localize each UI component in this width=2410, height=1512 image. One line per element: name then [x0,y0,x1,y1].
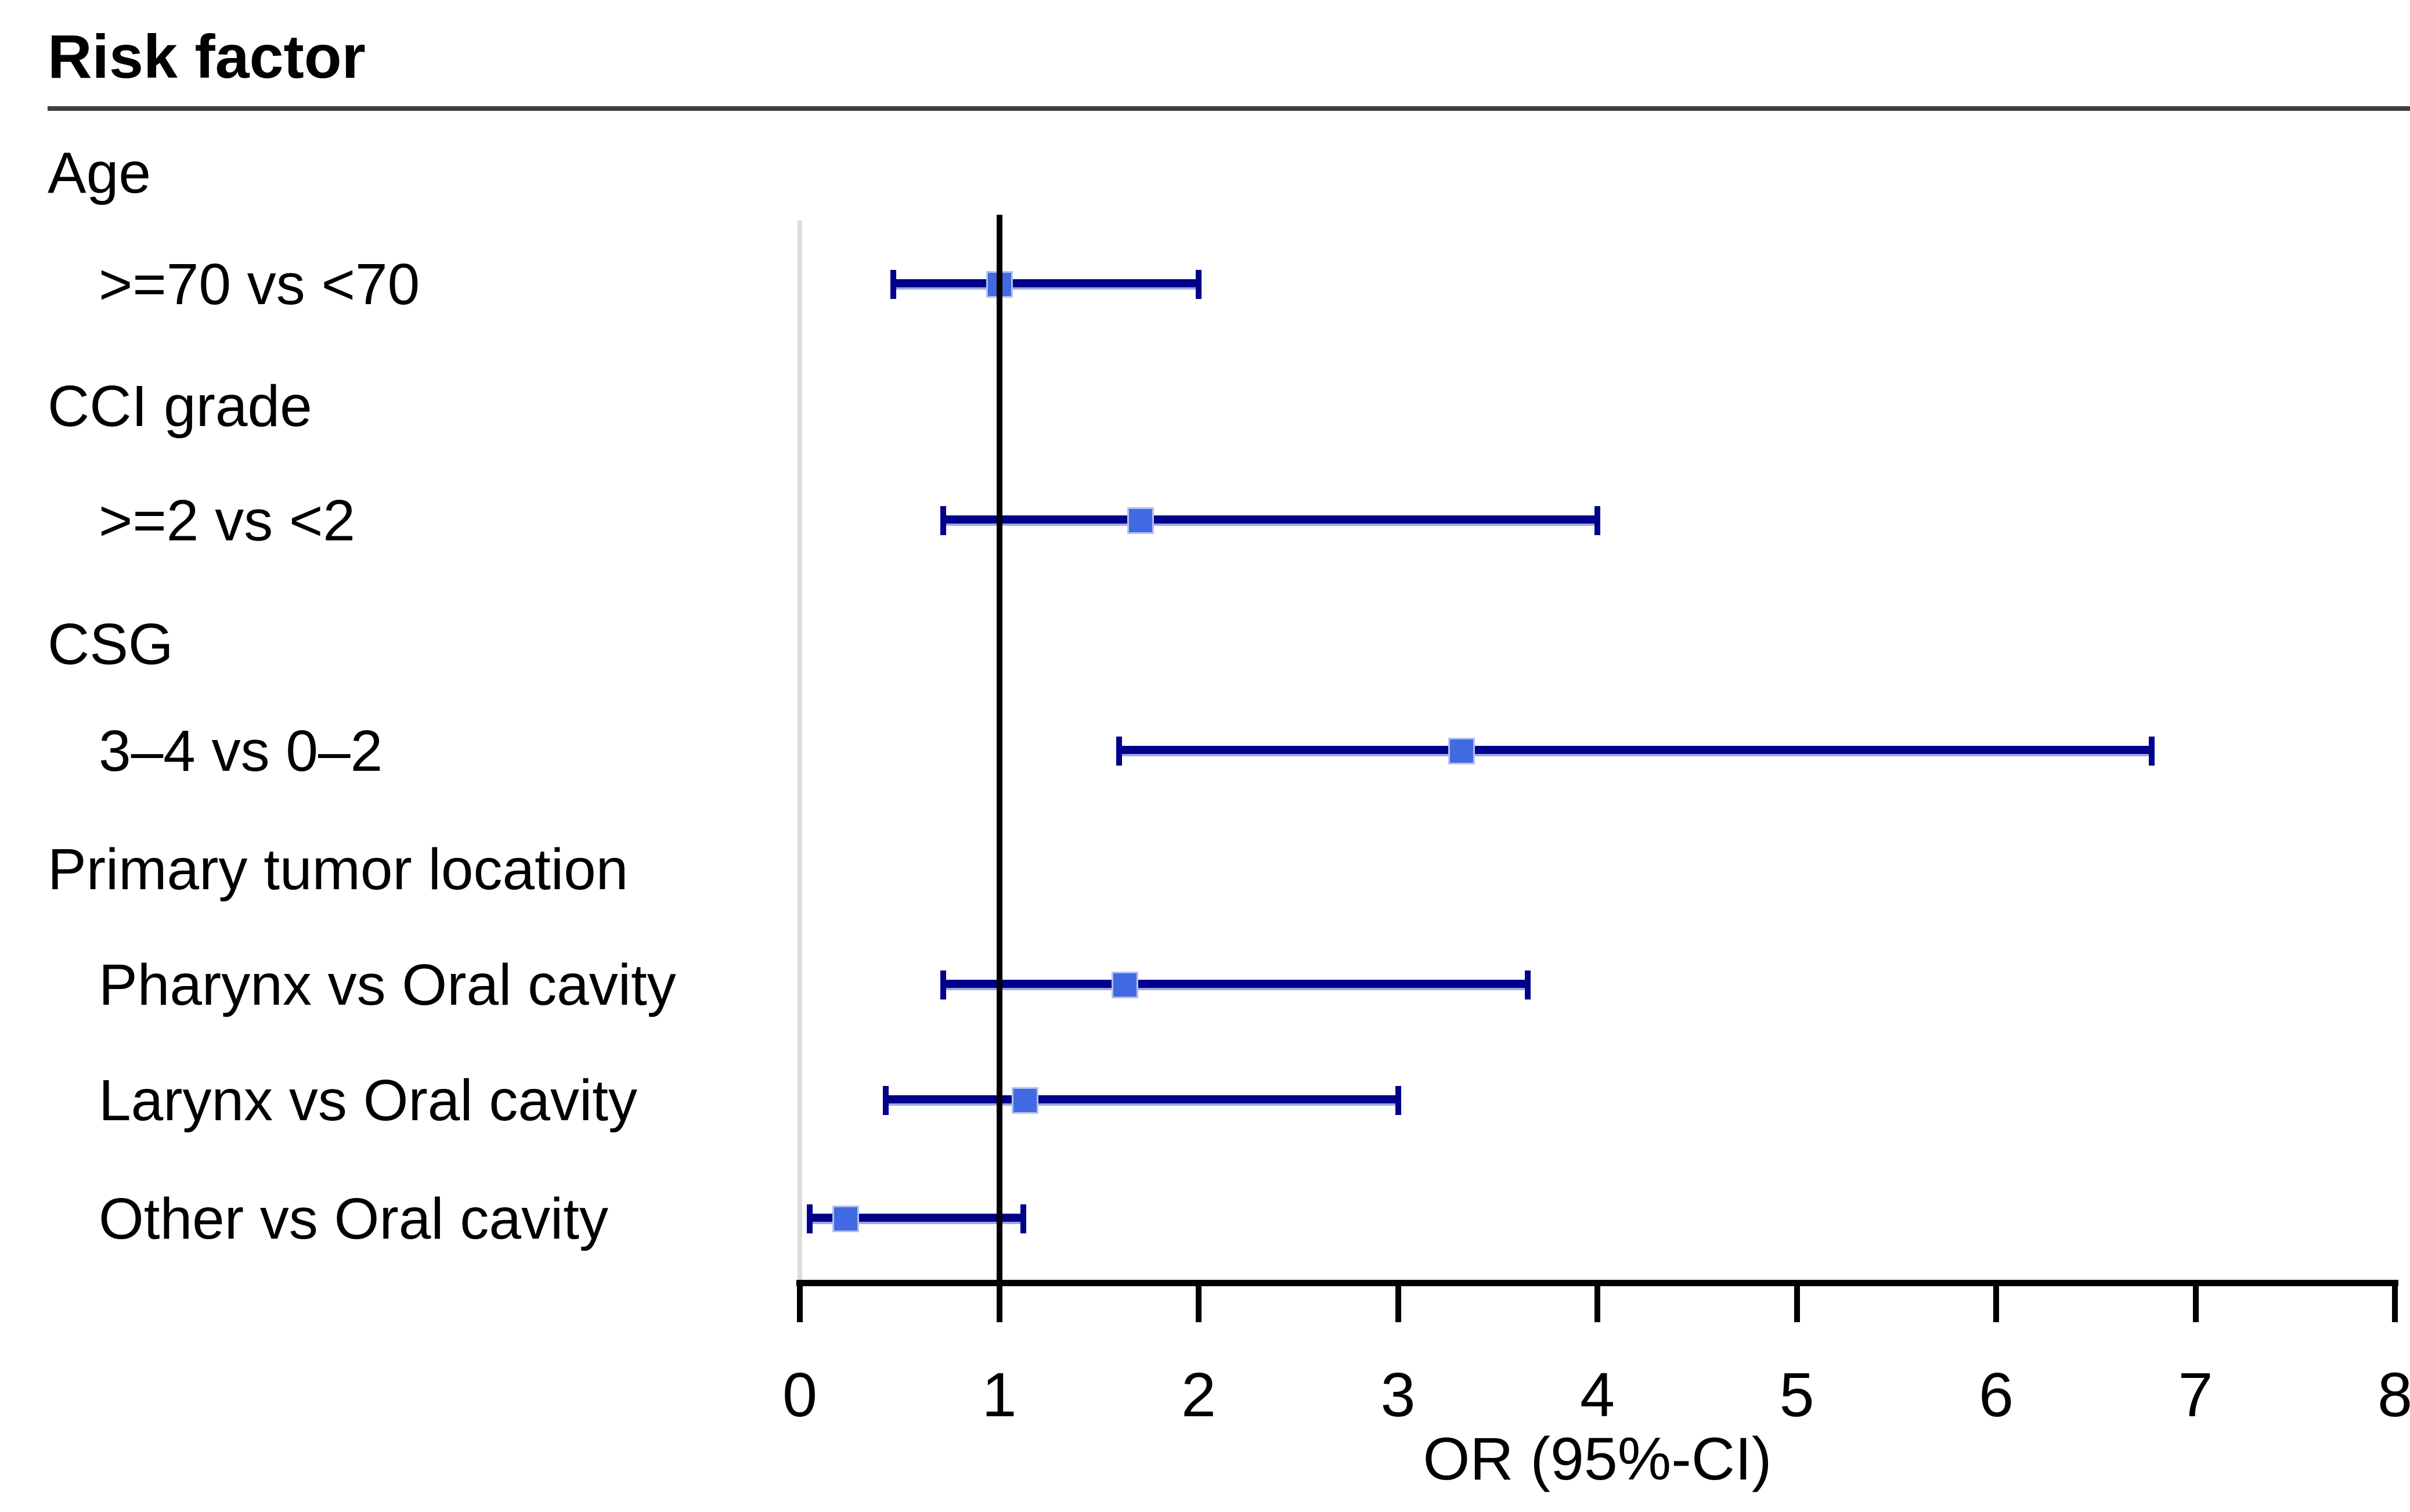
x-tick-label: 4 [1579,1359,1615,1430]
ci-cap-right [1594,506,1600,535]
x-tick-label: 0 [782,1359,818,1430]
or-point-marker [1127,507,1155,534]
ci-cap-right [1395,1086,1401,1115]
or-point-marker [1012,1087,1039,1114]
ci-bar [885,1095,1398,1106]
risk-factor-item-label: 3–4 vs 0–2 [99,718,383,784]
risk-factor-group-label: CSG [48,611,174,677]
ci-cap-left [890,270,897,299]
x-tick-label: 7 [2178,1359,2213,1430]
ci-cap-right [1524,970,1531,999]
ci-cap-right [1020,1204,1026,1233]
x-tick-mark [1196,1280,1202,1322]
risk-factor-item-label: Pharynx vs Oral cavity [99,952,676,1017]
risk-factor-item-label: Other vs Oral cavity [99,1186,608,1251]
ci-cap-left [940,506,947,535]
header-rule [48,106,2410,111]
x-tick-mark [1594,1280,1600,1322]
x-tick-mark [797,1280,803,1322]
ci-bar [1119,746,2152,756]
x-tick-mark [1794,1280,1800,1322]
risk-factor-item-label: >=2 vs <2 [99,488,355,553]
ci-bar [810,1214,1023,1224]
ci-cap-right [2148,737,2155,766]
x-axis-title: OR (95%-CI) [1423,1426,1772,1493]
zero-reference-line [798,221,802,1283]
x-tick-label: 2 [1181,1359,1217,1430]
x-tick-mark [2192,1280,2199,1322]
risk-factor-group-label: Age [48,140,151,205]
risk-factor-item-label: Larynx vs Oral cavity [99,1067,638,1133]
or-point-marker [1448,738,1475,764]
x-tick-mark [996,1280,1002,1322]
ci-cap-left [940,970,947,999]
risk-factor-item-label: >=70 vs <70 [99,251,420,317]
ci-bar [943,515,1597,526]
x-tick-label: 1 [982,1359,1017,1430]
ci-bar [943,980,1528,990]
x-tick-mark [1993,1280,1999,1322]
x-tick-label: 8 [2377,1359,2410,1430]
x-tick-label: 3 [1380,1359,1416,1430]
risk-factor-group-label: Primary tumor location [48,836,629,902]
x-tick-mark [2392,1280,2398,1322]
ci-cap-right [1196,270,1202,299]
or-1-reference-line [996,215,1002,1286]
x-tick-mark [1395,1280,1401,1322]
ci-bar [893,279,1199,290]
ci-cap-left [1116,737,1122,766]
x-tick-label: 5 [1779,1359,1814,1430]
or-point-marker [832,1206,859,1232]
x-tick-label: 6 [1978,1359,2014,1430]
column-header-risk-factor: Risk factor [48,23,366,91]
risk-factor-group-label: CCI grade [48,373,312,439]
or-point-marker [1111,972,1138,998]
ci-cap-left [807,1204,813,1233]
ci-cap-left [882,1086,889,1115]
